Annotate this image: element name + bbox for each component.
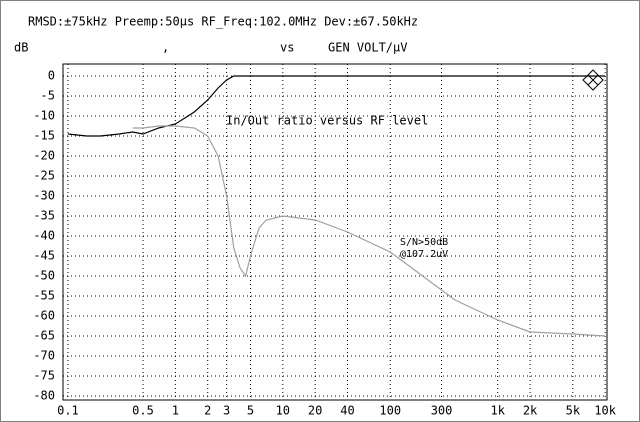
x-axis-label: GEN VOLT/µV bbox=[328, 41, 407, 55]
plot-frame bbox=[62, 63, 608, 401]
x-tick-label: 300 bbox=[431, 404, 453, 418]
x-tick-label: 2 bbox=[204, 404, 211, 418]
x-tick-label: 1k bbox=[490, 404, 505, 418]
x-tick-label: 40 bbox=[340, 404, 354, 418]
y-tick-label: -40 bbox=[33, 229, 55, 243]
x-tick-label: 2k bbox=[523, 404, 538, 418]
y-tick-label: -25 bbox=[33, 169, 55, 183]
x-tick-label: 100 bbox=[379, 404, 401, 418]
x-tick-label: 10 bbox=[276, 404, 290, 418]
series-label: S/N>50dB bbox=[400, 237, 448, 248]
x-tick-label: 0.1 bbox=[57, 404, 79, 418]
y-tick-label: -20 bbox=[33, 149, 55, 163]
y-tick-label: -45 bbox=[33, 249, 55, 263]
y-tick-label: -35 bbox=[33, 209, 55, 223]
y-axis-label: dB bbox=[14, 41, 28, 55]
x-axis-prefix: , bbox=[162, 41, 169, 55]
y-tick-label: -65 bbox=[33, 329, 55, 343]
y-tick-label: -50 bbox=[33, 269, 55, 283]
y-tick-label: -80 bbox=[33, 389, 55, 403]
y-tick-label: -10 bbox=[33, 109, 55, 123]
series-label: In/Out ratio versus RF level bbox=[226, 114, 428, 128]
series-line bbox=[67, 75, 606, 137]
y-tick-label: -5 bbox=[41, 89, 55, 103]
chart-title: RMSD:±75kHz Preemp:50µs RF_Freq:102.0MHz… bbox=[28, 15, 418, 29]
y-tick-label: -30 bbox=[33, 189, 55, 203]
x-tick-label: 20 bbox=[308, 404, 322, 418]
x-tick-label: 0.5 bbox=[132, 404, 154, 418]
annotation: @107.2uV bbox=[400, 249, 448, 260]
x-tick-label: 3 bbox=[223, 404, 230, 418]
x-tick-label: 10k bbox=[594, 404, 616, 418]
marker-icon bbox=[582, 69, 604, 91]
y-tick-label: -15 bbox=[33, 129, 55, 143]
x-tick-label: 1 bbox=[172, 404, 179, 418]
x-axis-vs: vs bbox=[280, 41, 294, 55]
y-tick-label: -70 bbox=[33, 349, 55, 363]
series-line bbox=[132, 125, 606, 337]
y-tick-label: 0 bbox=[48, 69, 55, 83]
y-tick-label: -75 bbox=[33, 369, 55, 383]
x-tick-label: 5 bbox=[247, 404, 254, 418]
y-tick-label: -55 bbox=[33, 289, 55, 303]
y-tick-label: -60 bbox=[33, 309, 55, 323]
x-tick-label: 5k bbox=[566, 404, 581, 418]
